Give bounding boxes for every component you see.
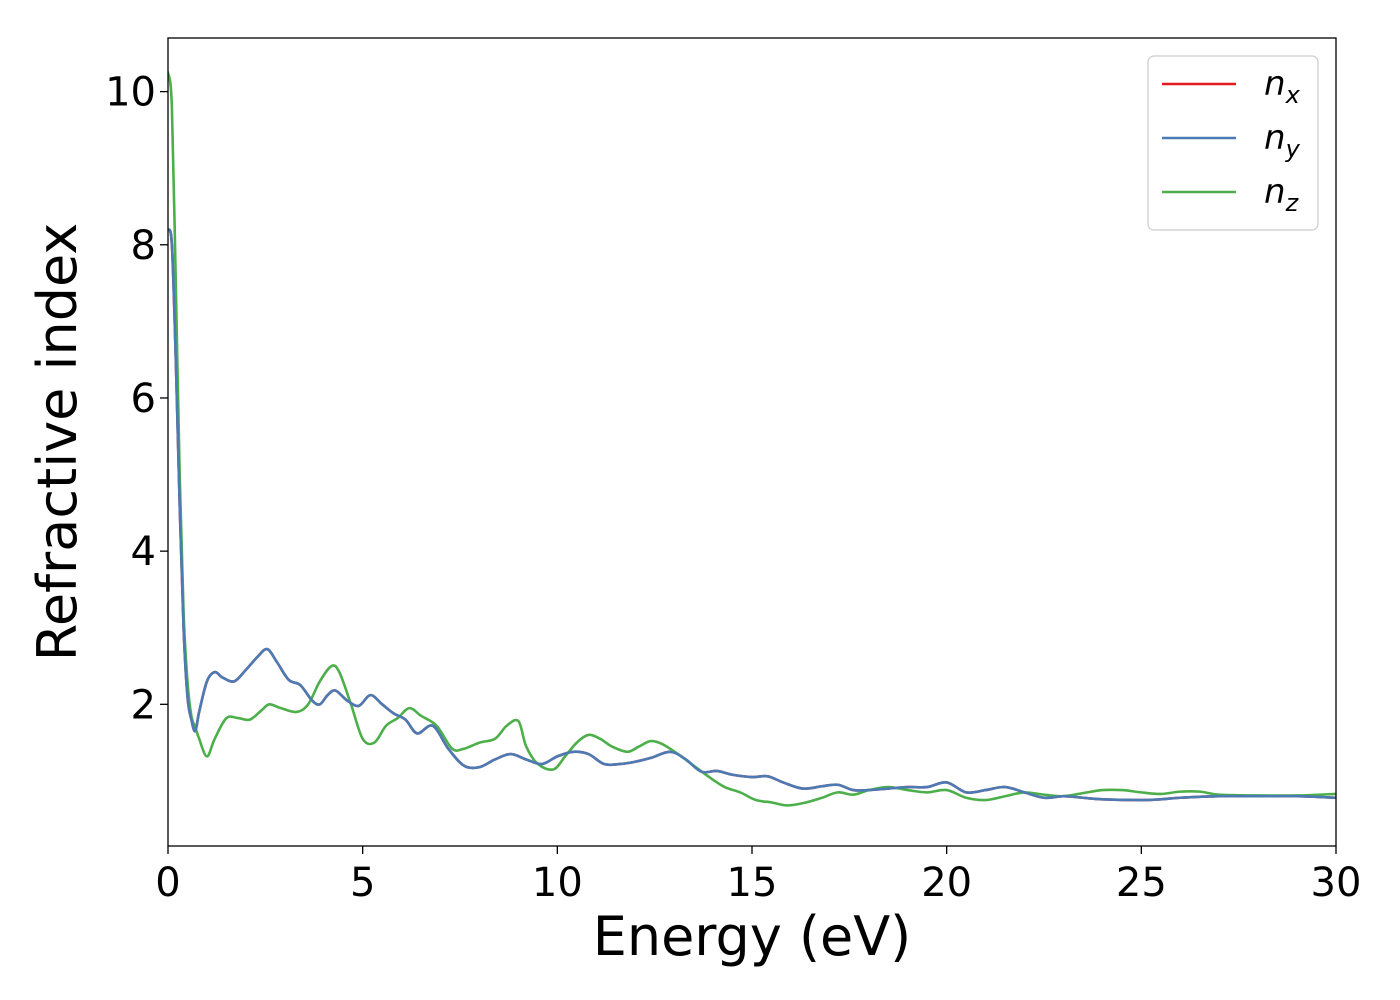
legend-label-n-y: ny <box>1264 118 1301 163</box>
y-axis-label: Refractive index <box>26 223 89 662</box>
x-tick-label: 20 <box>921 860 972 906</box>
x-tick-label: 10 <box>532 860 583 906</box>
x-axis-label: Energy (eV) <box>593 905 912 968</box>
y-tick-label: 4 <box>131 529 156 575</box>
legend-label-n-x: nx <box>1264 64 1301 109</box>
x-tick-label: 15 <box>727 860 778 906</box>
x-tick-label: 30 <box>1311 860 1362 906</box>
y-tick-label: 8 <box>131 223 156 269</box>
legend-box <box>1147 55 1319 231</box>
x-axis: 0 5 10 15 20 25 30 <box>155 846 1361 906</box>
series-layer <box>168 71 1336 807</box>
y-axis: 2 4 6 8 10 <box>105 70 168 728</box>
series-line-n-z <box>168 71 1336 807</box>
y-tick-label: 6 <box>131 376 156 422</box>
x-tick-label: 25 <box>1116 860 1167 906</box>
y-tick-label: 2 <box>131 682 156 728</box>
series-line-n-y <box>168 228 1336 802</box>
x-tick-label: 0 <box>155 860 180 906</box>
x-tick-label: 5 <box>350 860 375 906</box>
y-tick-label: 10 <box>105 70 156 116</box>
